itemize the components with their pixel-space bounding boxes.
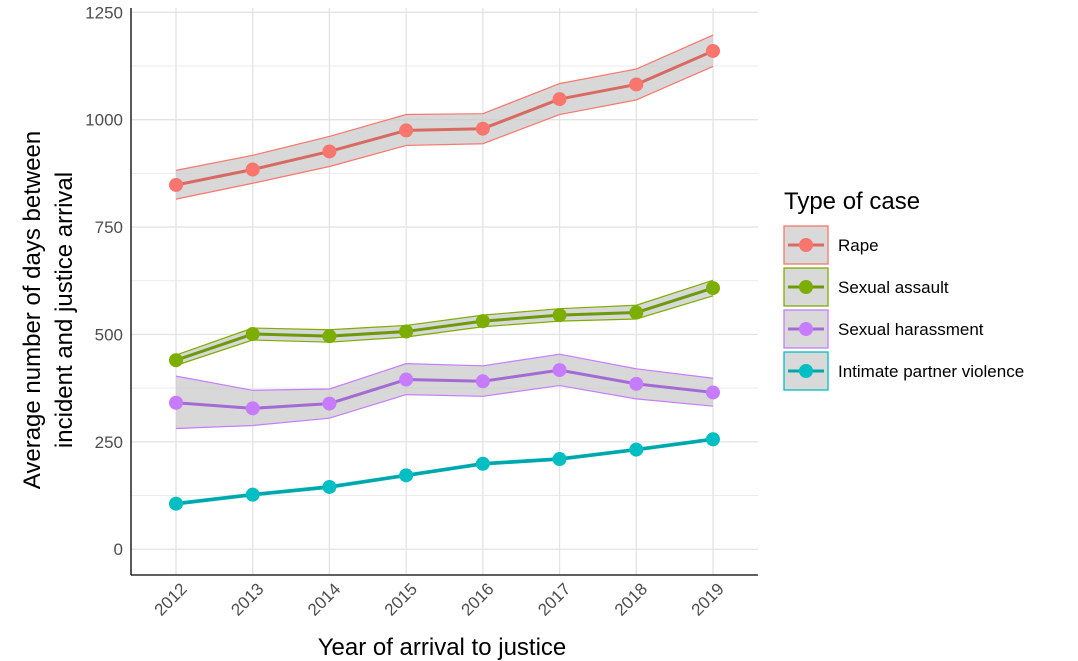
- ribbon-upper-1: [175, 279, 714, 356]
- ribbon-lower-2: [175, 384, 714, 430]
- x-tick-labels: 2012 2013 2014 2015 2016 2017 2018 2019: [151, 579, 728, 619]
- data-point: [629, 442, 644, 457]
- y-axis-title: Average number of days between incident …: [19, 131, 78, 489]
- legend-label-3: Intimate partner violence: [838, 362, 1024, 381]
- data-point: [629, 77, 644, 92]
- y-tick-label: 1250: [85, 3, 123, 22]
- data-point: [552, 452, 567, 467]
- data-point: [322, 144, 337, 159]
- y-tick-label: 500: [95, 325, 123, 344]
- data-point: [399, 123, 414, 138]
- data-point: [706, 43, 720, 58]
- data-point: [245, 401, 260, 416]
- legend-key-point-0: [799, 238, 813, 252]
- series-line-3: [175, 437, 714, 506]
- data-point: [552, 363, 567, 378]
- data-point: [706, 385, 720, 400]
- data-point: [399, 324, 414, 339]
- series-lines: [175, 49, 714, 506]
- data-point: [169, 177, 183, 192]
- y-axis-title-line-2: incident and justice arrival: [51, 172, 78, 448]
- ribbon-2: [176, 354, 713, 429]
- x-tick-label: 2012: [151, 579, 191, 619]
- series-points: [169, 43, 720, 511]
- data-point: [552, 92, 567, 107]
- data-point: [322, 329, 337, 344]
- y-axis-title-line-1: Average number of days between: [19, 131, 46, 489]
- data-point: [169, 496, 183, 511]
- y-tick-label: 250: [95, 433, 123, 452]
- data-point: [475, 121, 490, 136]
- data-point: [629, 305, 644, 320]
- x-tick-label: 2013: [227, 579, 267, 619]
- data-point: [706, 281, 720, 296]
- data-point: [169, 395, 183, 410]
- legend-label-1: Sexual assault: [838, 278, 949, 297]
- x-axis-title: Year of arrival to justice: [318, 634, 567, 661]
- y-tick-label: 1000: [85, 111, 123, 130]
- x-tick-label: 2019: [688, 579, 728, 619]
- y-tick-label: 750: [95, 218, 123, 237]
- axes: [130, 8, 758, 576]
- confidence-ribbons: [175, 34, 714, 506]
- data-point: [399, 468, 414, 483]
- legend-title: Type of case: [784, 188, 920, 215]
- data-point: [706, 432, 720, 447]
- y-tick-label: 0: [114, 540, 123, 559]
- data-point: [475, 456, 490, 471]
- x-tick-label: 2018: [611, 579, 651, 619]
- data-point: [399, 372, 414, 387]
- ribbon-upper-0: [175, 34, 714, 171]
- data-point: [475, 314, 490, 329]
- legend-label-0: Rape: [838, 236, 879, 255]
- series-line-2: [175, 368, 714, 410]
- legend-key-point-2: [799, 322, 813, 336]
- legend-key-point-3: [799, 364, 813, 378]
- x-tick-label: 2015: [381, 579, 421, 619]
- series-line-1: [175, 286, 714, 362]
- ribbon-1: [176, 280, 713, 366]
- data-point: [322, 396, 337, 411]
- series-line-0: [175, 49, 714, 187]
- data-point: [552, 308, 567, 323]
- ribbon-upper-2: [175, 353, 714, 391]
- legend-key-point-1: [799, 280, 813, 294]
- data-point: [322, 479, 337, 494]
- data-point: [629, 376, 644, 391]
- ribbon-lower-0: [175, 65, 714, 200]
- data-point: [169, 353, 183, 368]
- gridlines: [131, 8, 758, 575]
- legend: Type of case Rape Sexual assault Sexual ha…: [783, 188, 1024, 391]
- data-point: [245, 327, 260, 342]
- x-tick-label: 2016: [458, 579, 498, 619]
- data-point: [245, 162, 260, 177]
- legend-label-2: Sexual harassment: [838, 320, 984, 339]
- data-point: [245, 487, 260, 502]
- ribbon-0: [176, 35, 713, 200]
- x-tick-label: 2014: [304, 579, 344, 619]
- y-tick-labels: 0 250 500 750 1000 1250: [85, 3, 123, 559]
- x-tick-label: 2017: [534, 579, 574, 619]
- data-point: [475, 374, 490, 389]
- ribbon-lower-1: [175, 295, 714, 366]
